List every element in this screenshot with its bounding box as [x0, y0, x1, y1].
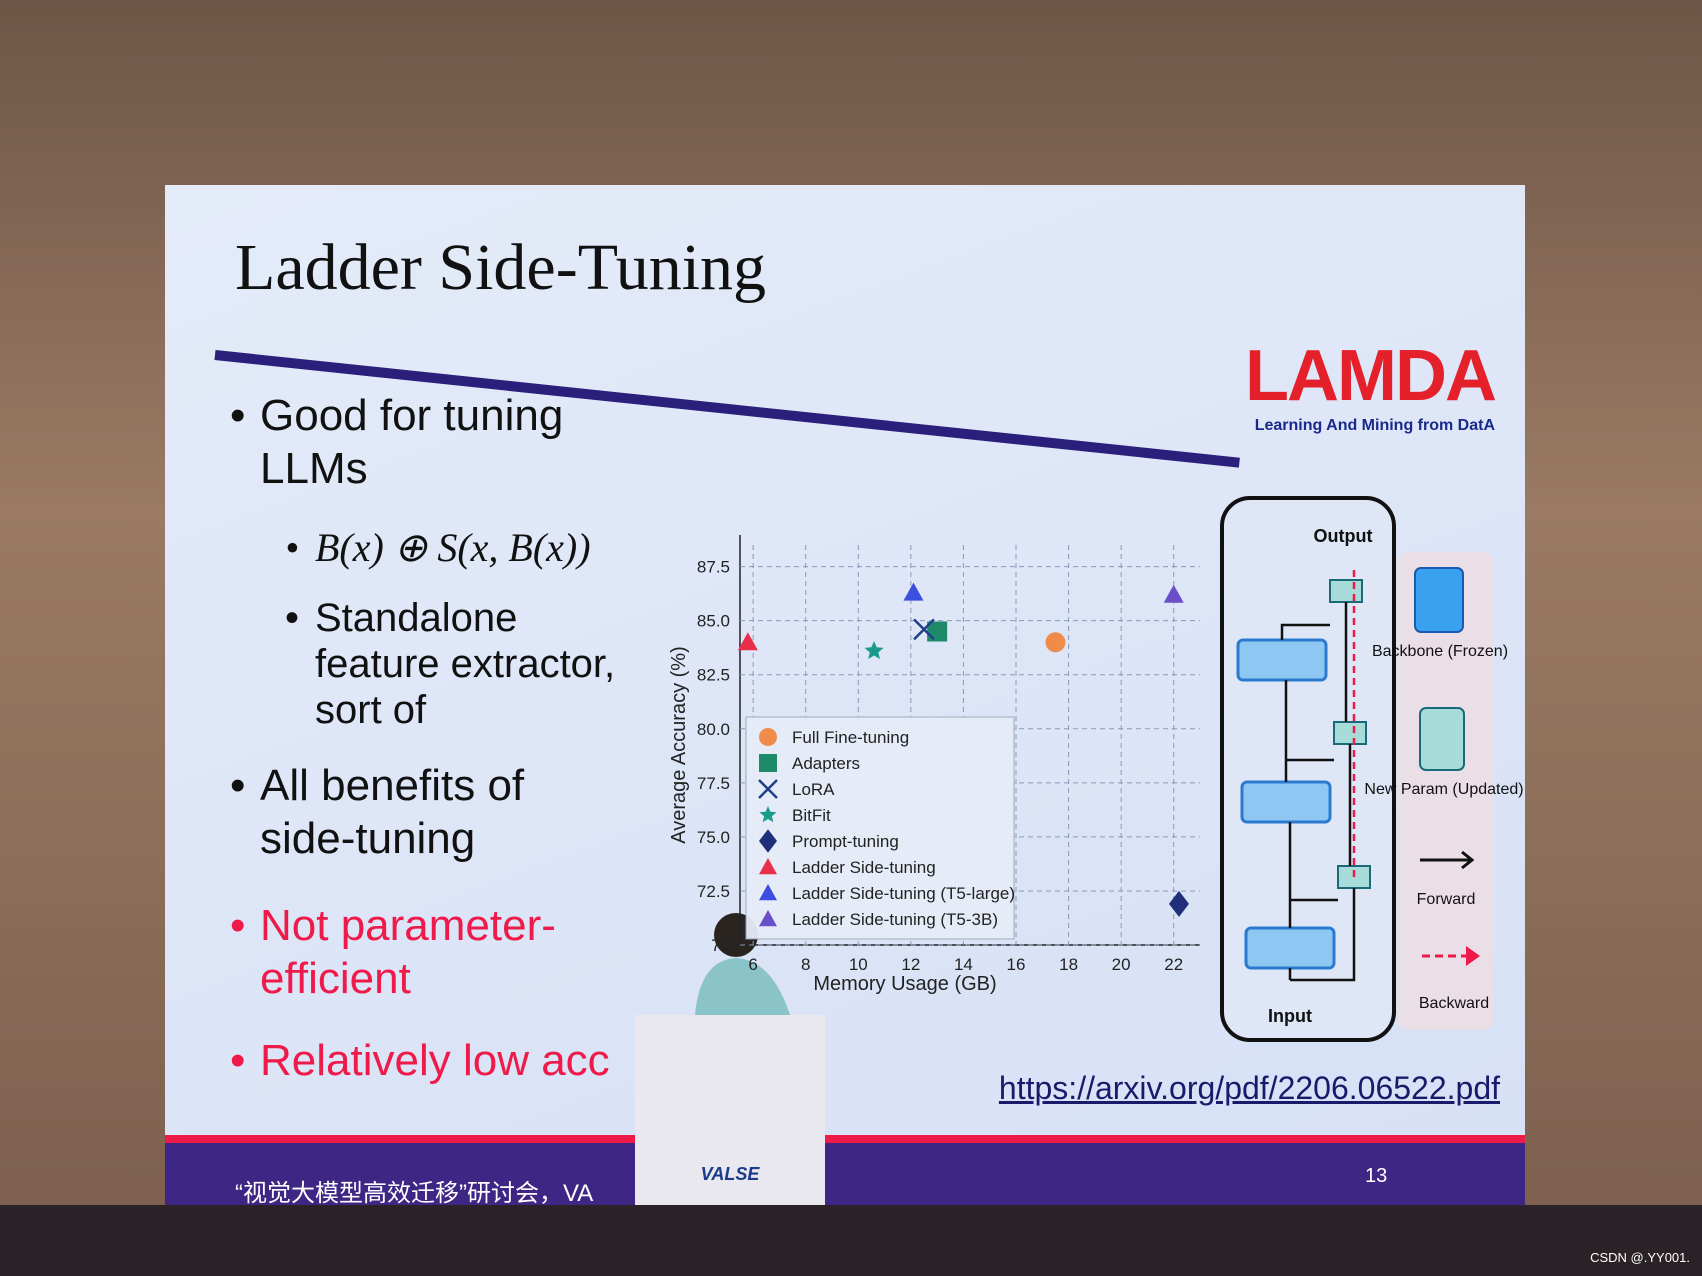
x-tick-label: 20 [1112, 955, 1131, 974]
marker [737, 632, 758, 651]
marker [1168, 890, 1189, 917]
sub-bullet: Standalone feature extractor, sort of [285, 595, 635, 733]
audience [0, 1205, 1702, 1276]
legend-label: Backbone (Frozen) [1372, 643, 1508, 660]
marker [864, 640, 884, 660]
legend-label: Ladder Side-tuning [792, 858, 936, 877]
frozen-icon [1414, 567, 1464, 633]
y-tick-label: 80.0 [697, 720, 730, 739]
logo-name: LAMDA [1245, 336, 1497, 416]
y-tick-label: 77.5 [697, 774, 730, 793]
forward-icon [1420, 850, 1475, 870]
legend-label: Forward [1417, 891, 1476, 908]
footer-text: “视觉大模型高效迁移”研讨会，VA [235, 1180, 594, 1207]
backward-icon [1466, 946, 1480, 966]
x-tick-label: 22 [1164, 955, 1183, 974]
marker [913, 618, 935, 641]
y-tick-label: 85.0 [697, 612, 730, 631]
y-tick-label: 82.5 [697, 666, 730, 685]
x-tick-label: 16 [1007, 955, 1026, 974]
y-tick-label: 72.5 [697, 882, 730, 901]
y-tick-label: 87.5 [697, 558, 730, 577]
x-tick-label: 10 [849, 955, 868, 974]
marker [903, 582, 924, 601]
marker [759, 806, 777, 823]
x-tick-label: 12 [901, 955, 920, 974]
logo-tagline: Learning And Mining from DatA [1254, 417, 1495, 434]
marker [759, 910, 777, 927]
legend-label: Adapters [792, 754, 860, 773]
legend-label: Prompt-tuning [792, 832, 899, 851]
diagram: Output Input Backbone (Frozen) New Param… [1220, 496, 1524, 1042]
forward-arrows [1280, 602, 1356, 982]
legend-box [745, 716, 1015, 940]
bullet: Good for tuning LLMs [230, 390, 600, 496]
x-tick-label: 8 [801, 955, 810, 974]
diagram-frame [1220, 496, 1396, 1042]
bullet: All benefits of side-tuning [230, 760, 560, 866]
podium-logo: VALSE [701, 1164, 761, 1184]
side-block [1329, 579, 1363, 603]
legend-label: Ladder Side-tuning (T5-3B) [792, 910, 998, 929]
sub-bullet: B(x) ⊕ S(x, B(x)) [285, 525, 645, 571]
marker [759, 728, 777, 746]
marker [758, 779, 778, 799]
diagram-label: Output [1314, 526, 1373, 546]
side-block [1333, 721, 1367, 745]
plot: 70 72.5 75.0 77.5 80.0 82.5 85.0 87.5 6 8 10 12 14 16… [697, 535, 1200, 974]
legend-label: New Param (Updated) [1364, 781, 1523, 798]
bullet: Not parameter-efficient [230, 900, 600, 1006]
x-tick-label: 6 [748, 955, 757, 974]
marker [759, 754, 777, 772]
diagram-legend [1398, 552, 1494, 1030]
new-param-icon [1419, 707, 1465, 771]
legend-label: LoRA [792, 780, 835, 799]
marker [759, 858, 777, 875]
marker [1045, 632, 1066, 653]
marker [759, 829, 777, 853]
x-tick-label: 18 [1059, 955, 1078, 974]
x-tick-label: 14 [954, 955, 973, 974]
legend-label: Ladder Side-tuning (T5-large) [792, 884, 1015, 903]
bullet: Relatively low acc [230, 1035, 680, 1088]
x-axis-label: Memory Usage (GB) [813, 973, 996, 995]
y-axis-label: Average Accuracy (%) [668, 646, 690, 844]
legend-label: Backward [1419, 995, 1489, 1012]
y-tick-label: 75.0 [697, 828, 730, 847]
page-number: 13 [1365, 1165, 1388, 1187]
marker [1163, 584, 1184, 603]
diagram-label: Input [1268, 1006, 1312, 1026]
logo: LAMDA Learning And Mining from DatA [1245, 335, 1497, 435]
paper-link[interactable]: https://arxiv.org/pdf/2206.06522.pdf [998, 1070, 1500, 1106]
backbone-block [1244, 926, 1336, 970]
backbone-block [1236, 638, 1328, 682]
marker [759, 884, 777, 901]
legend-label: Full Fine-tuning [792, 728, 909, 747]
backbone-block [1240, 780, 1332, 824]
legend-label: BitFit [792, 806, 831, 825]
slide-title: Ladder Side-Tuning [235, 231, 767, 304]
speaker-body [695, 958, 790, 1015]
y-tick-label: 70 [711, 936, 730, 955]
watermark: CSDN @.YY001. [1590, 1250, 1690, 1265]
